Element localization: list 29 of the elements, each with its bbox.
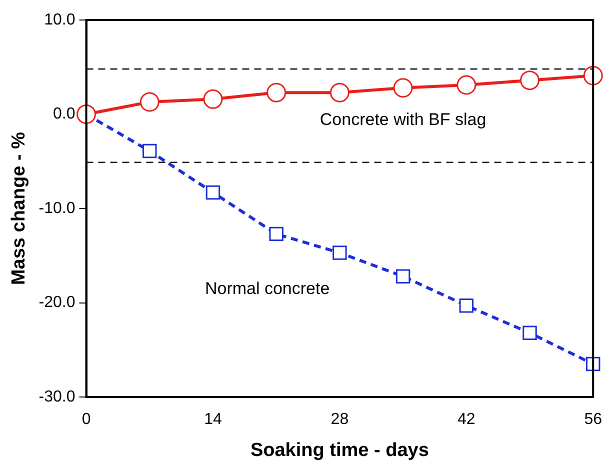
point [266,82,286,102]
y-tick-label: -10.0 [38,200,76,217]
point [142,144,157,158]
point [459,298,474,313]
y-axis-title: Mass change - % [8,132,30,286]
series-label: Normal concrete [204,278,330,298]
x-tick-label: 14 [204,411,222,428]
point [393,78,413,98]
y-tick-label: 0.0 [53,106,76,123]
point [76,104,96,124]
y-tick-label: 10.0 [44,11,76,28]
point [269,226,284,242]
point [332,246,347,260]
x-tick-label: 42 [457,411,476,428]
point [206,185,220,200]
x-axis-title: Soaking time - days [250,440,429,461]
point [396,269,410,284]
point [456,75,476,95]
point [522,326,537,340]
point [520,70,540,90]
point [330,82,350,102]
point [140,92,160,112]
y-tick-label: -30.0 [38,388,76,406]
x-tick-label: 0 [82,411,91,428]
series-label: Concrete with BF slag [320,110,486,130]
x-tick-label: 28 [330,411,349,428]
y-tick-label: -20.0 [38,294,76,312]
point [203,89,223,109]
x-tick-label: 56 [584,411,602,428]
